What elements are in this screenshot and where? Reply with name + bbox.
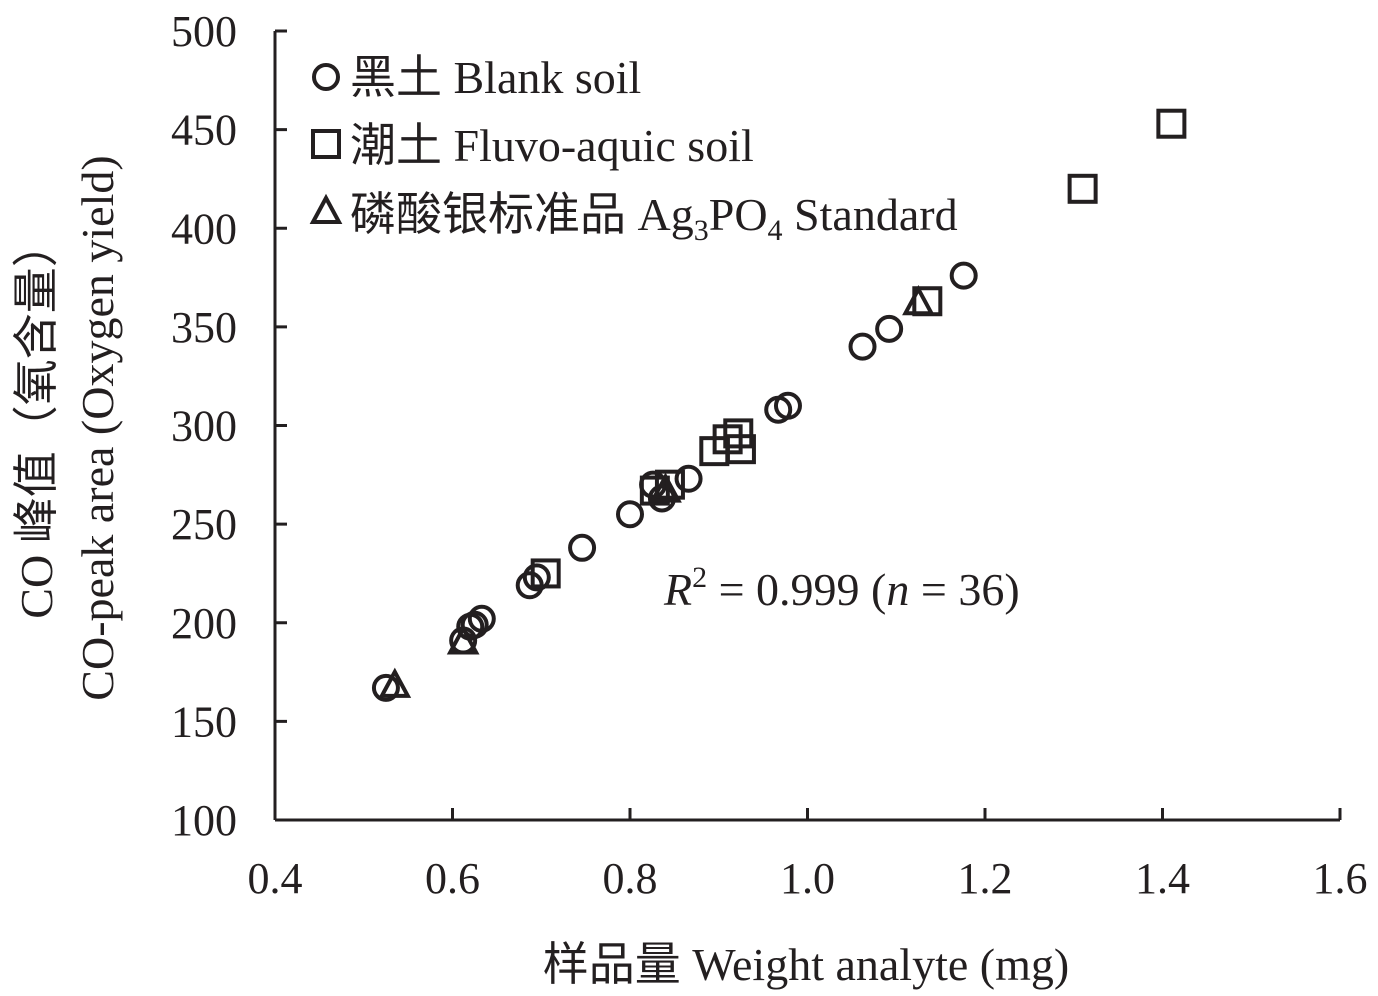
blank-soil-point: [949, 261, 978, 290]
fluvo-aquic-soil-point: [1156, 108, 1187, 139]
legend: 黑土 Blank soil 潮土 Fluvo-aquic soil 磷酸银标准品…: [309, 52, 958, 247]
fluvo-aquic-soil-point: [1067, 173, 1098, 204]
legend-label-blank-soil: 黑土 Blank soil: [350, 52, 641, 103]
r-squared-annotation: R2 = 0.999 (n = 36): [663, 561, 1020, 615]
y-axis-title-cn: CO 峰值（氧含量）: [11, 221, 62, 618]
y-tick-label: 500: [171, 7, 237, 56]
blank-soil-point: [522, 563, 551, 592]
blank-soil-point: [371, 673, 400, 702]
fluvo-aquic-soil-point: [654, 469, 685, 500]
x-axis-ticks: 0.4 0.6 0.8 1.0 1.2 1.4 1.6: [248, 808, 1368, 903]
blank-soil-point: [568, 533, 597, 562]
y-tick-label: 250: [171, 500, 237, 549]
legend-marker-square: [311, 129, 341, 159]
y-tick-label: 400: [171, 204, 237, 253]
blank-soil-point: [674, 464, 703, 493]
blank-soil-point: [460, 610, 489, 639]
standard-point: [378, 667, 412, 698]
fluvo-aquic-soil-point: [725, 434, 756, 465]
legend-label-standard: 磷酸银标准品 Ag3PO4 Standard: [350, 189, 958, 247]
x-tick-label: 0.6: [425, 854, 480, 903]
y-tick-label: 300: [171, 402, 237, 451]
y-axis-ticks: 100 150 200 250 300 350 400 450 500: [171, 7, 287, 845]
fluvo-aquic-soil-point: [639, 475, 670, 506]
standard-point: [902, 285, 935, 316]
x-tick-label: 1.2: [958, 854, 1013, 903]
fluvo-aquic-soil-point: [723, 418, 754, 449]
y-axis-title-en: CO-peak area (Oxygen yield): [72, 155, 123, 700]
y-tick-label: 450: [171, 106, 237, 155]
fluvo-aquic-soil-point: [530, 558, 561, 589]
blank-soil-point: [875, 314, 904, 343]
x-tick-label: 1.6: [1313, 854, 1368, 903]
y-tick-label: 350: [171, 303, 237, 352]
blank-soil-point: [467, 604, 496, 633]
standard-point: [446, 624, 480, 655]
x-axis-title: 样品量 Weight analyte (mg): [543, 939, 1069, 990]
blank-soil-point: [848, 332, 877, 361]
blank-soil-point: [773, 391, 802, 420]
legend-label-fluvo-aquic-soil: 潮土 Fluvo-aquic soil: [350, 120, 754, 171]
x-tick-label: 1.0: [780, 854, 835, 903]
x-tick-label: 1.4: [1135, 854, 1190, 903]
y-tick-label: 150: [171, 697, 237, 746]
legend-marker-circle: [312, 63, 340, 91]
x-tick-label: 0.4: [248, 854, 303, 903]
blank-soil-point: [616, 500, 644, 529]
y-tick-label: 200: [171, 599, 237, 648]
legend-marker-triangle: [309, 193, 343, 224]
data-points: [371, 108, 1187, 702]
standard-point: [649, 472, 682, 503]
x-tick-label: 0.8: [603, 854, 658, 903]
y-tick-label: 100: [171, 796, 237, 845]
